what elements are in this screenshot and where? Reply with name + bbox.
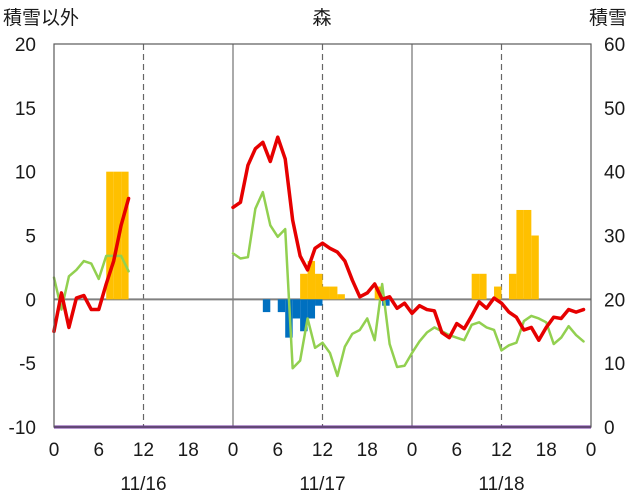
negative-bar [300,299,308,332]
date-label: 11/16 [120,474,166,495]
negative-bar [262,299,271,313]
precip-bar [121,171,129,300]
x-hour-tick-label: 0 [49,440,60,461]
temperature-line [231,135,586,342]
left-y-tick-label: -5 [19,354,36,375]
left-y-tick-label: 20 [15,35,36,56]
left-y-tick-label: 15 [15,99,36,120]
plot-frame [53,43,592,428]
left-axis-title: 積雪以外 [3,7,79,29]
precip-bar [516,209,524,300]
precip-bar [508,273,517,300]
right-y-tick-label: 30 [604,227,625,248]
x-hour-tick-label: 0 [407,440,418,461]
precip-bar [531,235,539,300]
x-hour-ticks: 0 6 12 18 0 6 12 18 0 6 12 18 0 [49,440,597,461]
right-y-ticks: 60 50 40 30 20 10 0 [604,35,625,439]
precip-bar [471,273,480,300]
left-y-tick-label: 5 [25,227,36,248]
negative-bar [382,299,390,306]
x-hour-tick-label: 0 [586,440,597,461]
x-hour-tick-label: 6 [272,440,283,461]
right-axis-title: 積雪 [589,7,627,29]
precip-bar [523,209,532,300]
x-hour-tick-label: 6 [93,440,104,461]
left-y-tick-label: 0 [25,290,36,311]
x-hour-tick-label: 6 [451,440,462,461]
precip-bar [106,171,114,300]
precip-bar [329,286,338,300]
right-y-tick-label: 10 [604,354,625,375]
x-hour-tick-label: 18 [357,440,378,461]
negative-bar [315,299,323,306]
temperature-line [52,135,586,342]
temperature-line [52,196,131,333]
left-y-tick-label: -10 [9,418,36,439]
negative-bar [307,299,316,319]
right-y-tick-label: 40 [604,163,625,184]
x-hour-tick-label: 12 [133,440,154,461]
x-hour-tick-label: 18 [178,440,199,461]
x-hour-tick-label: 0 [228,440,239,461]
date-label: 11/18 [478,474,524,495]
wind-line [231,190,585,378]
right-y-tick-label: 50 [604,99,625,120]
date-label: 11/17 [299,474,345,495]
precip-bar [300,273,308,300]
precip-bar [315,273,323,300]
x-hour-tick-label: 12 [491,440,512,461]
x-hour-tick-label: 18 [536,440,557,461]
x-hour-tick-label: 12 [312,440,333,461]
chart-title: 森 [312,7,331,29]
date-labels: 11/16 11/17 11/18 [120,474,524,495]
right-y-tick-label: 20 [604,290,625,311]
precip-bar [494,286,502,300]
precip-bar [479,273,487,300]
precip-bar [307,261,316,300]
grid-lines [142,44,503,427]
left-y-ticks: 20 15 10 5 0 -5 -10 [9,35,36,439]
precip-bar [322,286,330,300]
left-y-tick-label: 10 [15,163,36,184]
plot-border [53,43,592,428]
negative-bar [292,299,301,319]
negative-bar [277,299,286,313]
precip-bar [337,294,345,300]
right-y-tick-label: 0 [604,418,615,439]
right-y-tick-label: 60 [604,35,625,56]
